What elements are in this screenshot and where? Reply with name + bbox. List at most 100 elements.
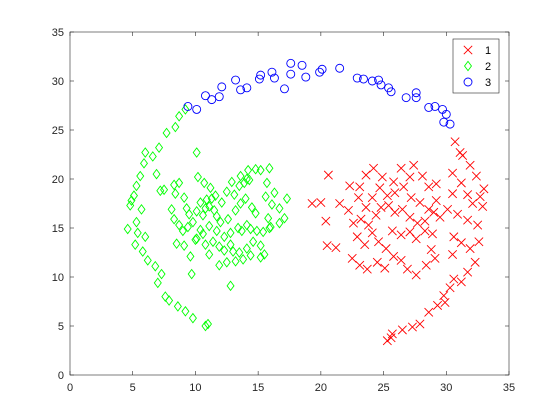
point-s1-23 xyxy=(424,204,434,214)
point-s1-94 xyxy=(424,307,434,317)
point-s1-10 xyxy=(409,160,419,170)
point-s1-8 xyxy=(396,163,406,173)
point-s2-79 xyxy=(275,203,284,214)
legend-label-3: 3 xyxy=(485,77,491,89)
point-s1-30 xyxy=(364,220,374,230)
point-s2-32 xyxy=(156,185,165,197)
point-s3-31 xyxy=(424,103,434,112)
point-s2-112 xyxy=(231,255,240,267)
legend-label-1: 1 xyxy=(485,45,491,57)
point-s1-95 xyxy=(415,319,425,329)
point-s2-1 xyxy=(175,110,184,122)
point-s3-1 xyxy=(192,104,202,114)
point-s2-63 xyxy=(251,207,260,219)
point-s3-34 xyxy=(441,109,451,119)
point-s3-17 xyxy=(301,72,311,82)
point-s2-77 xyxy=(270,187,279,199)
point-s2-121 xyxy=(282,193,292,204)
point-s2-3 xyxy=(162,127,171,139)
point-s2-2 xyxy=(171,121,180,133)
point-s2-7 xyxy=(139,157,149,169)
point-s1-46 xyxy=(387,226,397,236)
point-s1-90 xyxy=(449,274,459,284)
point-s2-38 xyxy=(182,203,191,214)
point-s3-25 xyxy=(376,80,386,90)
point-s2-107 xyxy=(256,240,265,251)
point-s1-41 xyxy=(352,232,362,242)
point-s1-1 xyxy=(335,198,345,209)
point-s2-94 xyxy=(183,221,192,233)
point-s2-90 xyxy=(212,225,221,237)
point-s3-23 xyxy=(367,76,377,86)
y-tick-label: 30 xyxy=(52,76,64,88)
point-s2-47 xyxy=(192,147,201,158)
point-s1-45 xyxy=(381,244,391,254)
point-s3-21 xyxy=(352,73,362,83)
point-s3-0 xyxy=(183,102,193,111)
point-s1-2 xyxy=(345,181,355,191)
point-s1-57 xyxy=(362,264,372,274)
point-s1-77 xyxy=(478,201,488,211)
point-s1-53 xyxy=(322,241,332,251)
point-s3-22 xyxy=(359,74,368,84)
point-s3-3 xyxy=(207,95,217,105)
point-s1-93 xyxy=(432,300,443,310)
point-s2-27 xyxy=(173,301,182,312)
y-tick-label: 0 xyxy=(58,370,64,382)
point-s2-28 xyxy=(181,305,190,317)
point-s2-111 xyxy=(239,254,248,265)
point-s2-68 xyxy=(222,186,231,198)
plot-box xyxy=(69,31,510,376)
point-s2-120 xyxy=(280,212,289,224)
point-s2-60 xyxy=(236,198,245,209)
legend: 1 2 3 xyxy=(452,38,500,94)
point-s1-84 xyxy=(456,238,466,248)
point-s3-8 xyxy=(242,83,252,93)
point-s2-12 xyxy=(127,195,136,206)
point-s2-10 xyxy=(132,180,141,192)
point-s2-106 xyxy=(249,236,258,248)
point-s1-83 xyxy=(449,232,459,242)
point-s3-10 xyxy=(256,70,266,80)
point-s1-97 xyxy=(397,325,407,335)
point-s1-51 xyxy=(426,245,436,255)
point-s1-66 xyxy=(450,137,460,147)
point-s1-103 xyxy=(427,229,438,239)
point-s1-9 xyxy=(405,172,415,182)
point-s2-93 xyxy=(188,216,197,228)
axes: 0 5 10 15 20 25 30 35 0 5 10 15 20 25 30 35 xyxy=(52,27,515,394)
legend-label-2: 2 xyxy=(485,61,491,73)
x-tick-label: 25 xyxy=(377,382,389,394)
point-s1-91 xyxy=(445,283,455,293)
point-s2-24 xyxy=(153,277,162,289)
point-s2-62 xyxy=(247,202,256,213)
point-s2-69 xyxy=(217,197,226,208)
y-tick-label: 35 xyxy=(52,27,64,39)
point-s2-51 xyxy=(211,190,220,202)
point-s2-15 xyxy=(132,216,141,228)
point-s1-82 xyxy=(473,220,483,230)
point-s1-38 xyxy=(420,216,430,226)
point-s2-48 xyxy=(193,171,202,183)
point-s2-76 xyxy=(261,191,270,202)
point-s3-19 xyxy=(317,64,327,74)
point-s3-0 xyxy=(192,233,201,245)
point-s2-58 xyxy=(224,213,233,225)
point-s3-28 xyxy=(401,93,411,103)
point-s2-42 xyxy=(185,208,194,220)
point-s1-86 xyxy=(474,237,484,247)
point-s2-52 xyxy=(207,193,216,204)
point-s1-43 xyxy=(367,228,377,238)
point-s1-15 xyxy=(361,202,371,212)
point-s1-58 xyxy=(372,257,382,267)
point-s2-116 xyxy=(186,251,195,262)
point-s2-16 xyxy=(123,223,132,235)
point-s2-67 xyxy=(245,174,254,186)
point-s2-103 xyxy=(229,246,238,257)
point-s2-33 xyxy=(160,184,169,196)
point-s1-87 xyxy=(470,257,480,267)
point-s1-80 xyxy=(453,209,463,219)
point-s1-35 xyxy=(397,204,407,214)
point-s1-27 xyxy=(343,205,353,215)
point-s1-19 xyxy=(390,188,400,198)
